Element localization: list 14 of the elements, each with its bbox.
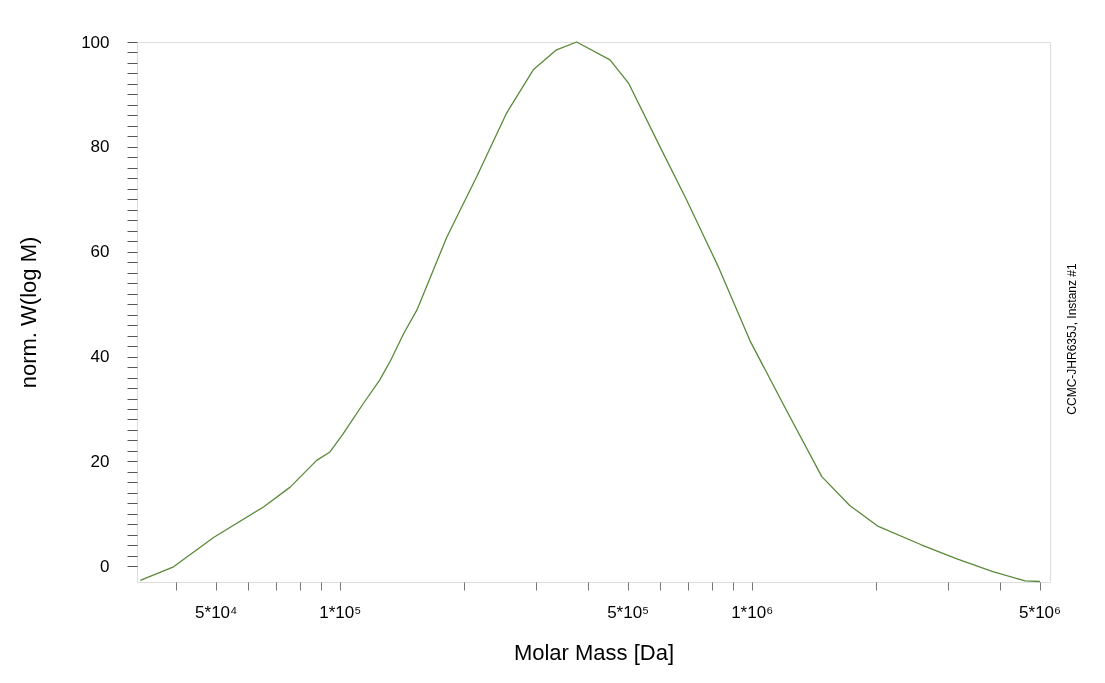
x-axis-title: Molar Mass [Da]: [513, 639, 675, 665]
y-tick-label: 60: [90, 242, 110, 262]
y-axis-title: norm. W(log M): [16, 236, 42, 389]
x-tick-label: 5*10⁵: [607, 602, 650, 622]
x-tick-label: 1*10⁵: [319, 602, 362, 622]
y-tick-label: 80: [90, 137, 110, 157]
y-tick-label: 0: [100, 556, 110, 576]
y-tick-label: 40: [90, 347, 110, 367]
y-tick-label: 100: [81, 32, 110, 52]
text: CCMC-JHR635J, Instanz #1: [1065, 262, 1079, 415]
y-tick-label: 20: [90, 451, 110, 471]
x-tick-label: 5*10⁴: [195, 602, 238, 622]
x-tick-label: 5*10⁶: [1019, 602, 1062, 622]
x-tick-label: 1*10⁶: [731, 602, 774, 622]
